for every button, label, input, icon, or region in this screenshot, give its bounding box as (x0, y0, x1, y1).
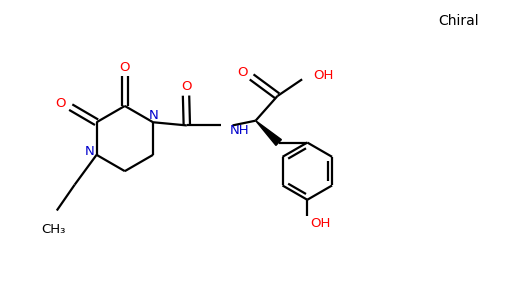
Text: OH: OH (313, 69, 334, 82)
Text: Chiral: Chiral (438, 14, 479, 28)
Text: O: O (181, 80, 191, 93)
Text: OH: OH (310, 217, 331, 230)
Text: CH₃: CH₃ (41, 223, 66, 236)
Text: O: O (55, 97, 66, 110)
Polygon shape (255, 121, 282, 145)
Text: N: N (84, 145, 94, 158)
Text: O: O (120, 61, 130, 74)
Text: N: N (149, 109, 159, 122)
Text: O: O (238, 67, 248, 79)
Text: NH: NH (229, 124, 249, 137)
